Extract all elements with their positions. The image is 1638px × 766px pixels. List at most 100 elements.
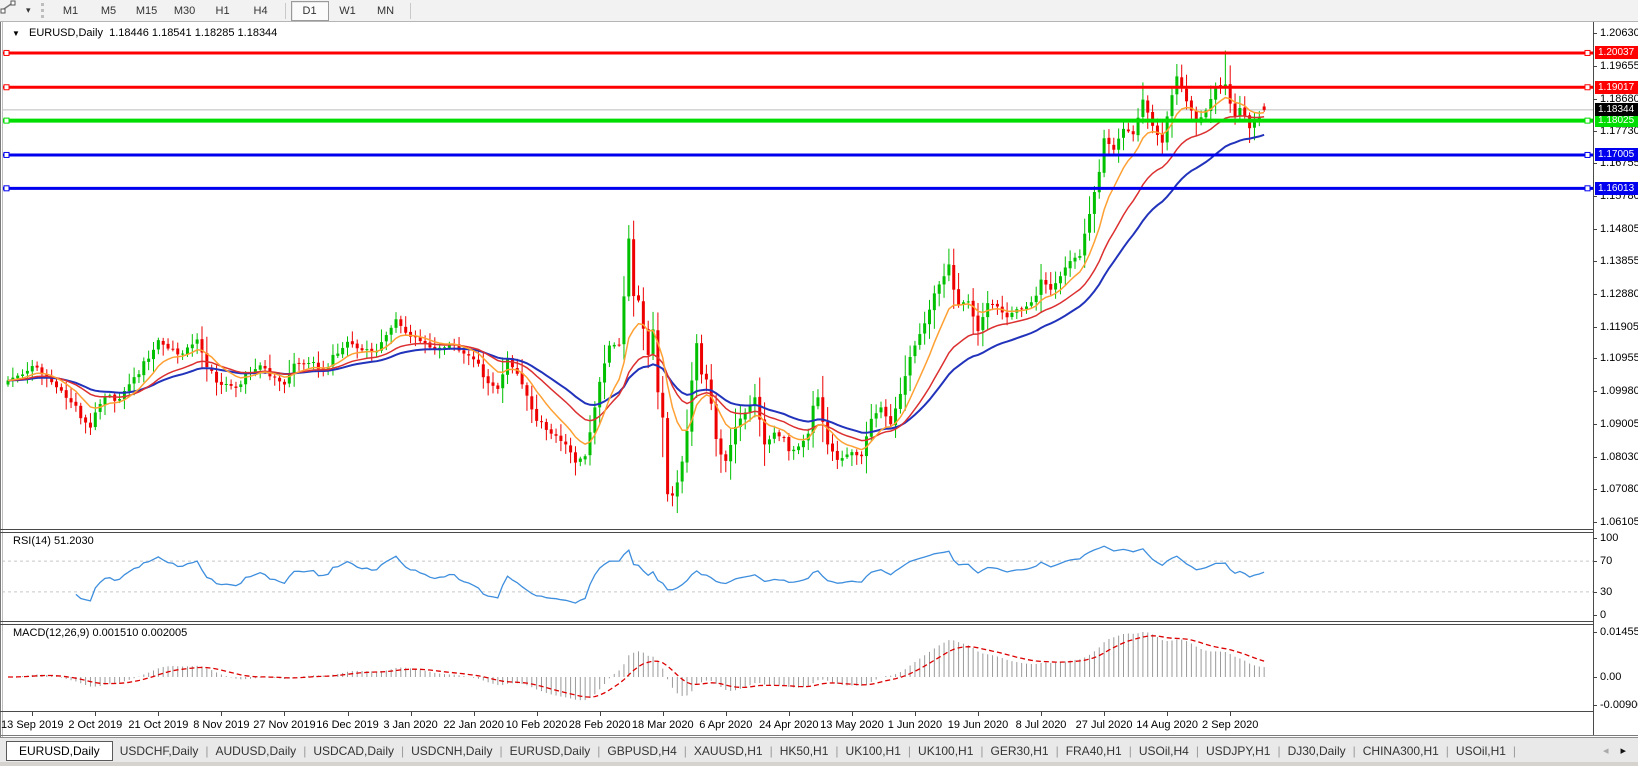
date-axis-label: 13 May 2020 [820, 719, 884, 731]
chart-tab-xauusd-h1[interactable]: XAUUSD,H1 [693, 743, 763, 758]
chart-tab-hk50-h1[interactable]: HK50,H1 [779, 743, 829, 758]
tab-separator: | [1128, 743, 1132, 758]
price-axis-tick [1593, 130, 1597, 132]
chart-tab-audusd-daily[interactable]: AUDUSD,Daily [215, 743, 297, 758]
rsi-axis-label: 0 [1600, 609, 1607, 621]
date-axis-tick [95, 712, 97, 716]
price-axis-label: 1.06105 [1600, 515, 1638, 528]
date-axis-tick [1104, 712, 1106, 716]
macd-axis-label: -0.009005 [1600, 698, 1638, 711]
date-axis-tick [347, 712, 349, 716]
horizontal-lines[interactable] [2, 49, 1593, 192]
macd-axis-label: 0.014556 [1600, 626, 1638, 638]
date-axis-tick [1167, 712, 1169, 716]
chart-tab-eurusd-daily[interactable]: EURUSD,Daily [509, 743, 591, 758]
toolbar-grip[interactable] [40, 3, 44, 18]
rsi-axis-tick [1593, 561, 1597, 563]
date-axis-label: 24 Apr 2020 [759, 719, 819, 731]
timeframe-button-m5[interactable]: M5 [100, 4, 117, 17]
timeframe-button-d1[interactable]: D1 [290, 0, 329, 21]
timeframe-button-h4[interactable]: H4 [253, 4, 268, 17]
date-axis-label: 1 Jun 2020 [887, 719, 943, 731]
price-axis-tick [1593, 293, 1597, 295]
tab-separator: | [907, 743, 912, 758]
date-axis-tick [1041, 712, 1043, 716]
rsi-pane[interactable] [2, 545, 1593, 604]
price-axis-tick [1593, 424, 1597, 426]
timeframe-button-m1[interactable]: M1 [62, 4, 79, 17]
price-axis-tick [1593, 456, 1597, 458]
toolbar: ▾ M1 M5 M15 M30 H1 H4 D1 W1 MN [0, 0, 1638, 22]
chart-tab-china300-h1[interactable]: CHINA300,H1 [1362, 743, 1439, 758]
timeframe-button-mn[interactable]: MN [376, 4, 395, 17]
tab-separator: | [597, 743, 601, 758]
price-axis-label: 1.08030 [1600, 450, 1638, 463]
window-bottom-strip [0, 762, 1638, 766]
macd-axis-tick [1593, 632, 1597, 633]
chart-tab-usdcad-daily[interactable]: USDCAD,Daily [313, 743, 394, 758]
price-axis-label: 1.11905 [1600, 320, 1638, 333]
chart-tab-usdjpy-h1[interactable]: USDJPY,H1 [1205, 743, 1271, 758]
ma-mid-line [7, 115, 1265, 442]
date-axis-label: 8 Nov 2019 [193, 719, 250, 731]
chart-tab-ger30-h1[interactable]: GER30,H1 [990, 743, 1049, 758]
chart-tab-fra40-h1[interactable]: FRA40,H1 [1065, 743, 1122, 758]
price-axis-tick [1593, 488, 1597, 490]
tab-scroll-right-icon[interactable]: ▸ [1620, 745, 1626, 757]
tab-separator: | [303, 743, 307, 758]
collapse-triangle-icon[interactable]: ▼ [12, 29, 20, 38]
tab-separator: | [980, 743, 984, 758]
macd-indicator-label: MACD(12,26,9) 0.001510 0.002005 [13, 627, 188, 639]
ma-slow-line [7, 133, 1265, 434]
price-axis-label: 1.12880 [1600, 287, 1638, 300]
tab-separator: | [1445, 743, 1449, 758]
macd-axis-tick [1593, 704, 1597, 706]
date-axis-tick [410, 712, 412, 716]
chevron-down-icon[interactable]: ▾ [26, 5, 31, 15]
chart-tab-uk100-h1[interactable]: UK100,H1 [845, 743, 901, 758]
tab-separator: | [401, 743, 405, 758]
timeframe-button-m30[interactable]: M30 [173, 4, 196, 17]
date-axis-label: 3 Jan 2020 [383, 719, 438, 731]
timeframe-button-m15[interactable]: M15 [135, 4, 158, 17]
rsi-indicator-label: RSI(14) 51.2030 [13, 535, 94, 547]
chart-tab-gbpusd-h4[interactable]: GBPUSD,H4 [607, 743, 677, 758]
chart-tab-dj30-daily[interactable]: DJ30,Daily [1287, 743, 1346, 758]
date-axis-label: 2 Oct 2019 [68, 719, 123, 731]
price-tag-117005: 1.17005 [1595, 148, 1638, 162]
price-axis-tick [1593, 228, 1597, 230]
tab-separator: | [1195, 743, 1199, 758]
timeframe-button-w1[interactable]: W1 [339, 4, 356, 17]
macd-pane[interactable] [8, 632, 1265, 701]
timeframe-button-h1[interactable]: H1 [215, 4, 230, 17]
price-pane[interactable] [2, 50, 1593, 514]
chart-tab-eurusd-daily[interactable]: EURUSD,Daily [6, 740, 113, 761]
chart-ohlc-readout: 1.18446 1.18541 1.18285 1.18344 [109, 27, 278, 39]
chart-tab-usdcnh-daily[interactable]: USDCNH,Daily [411, 743, 493, 758]
price-axis-tick [1593, 196, 1597, 198]
date-axis-tick [851, 712, 853, 716]
price-axis-label: 1.18680 [1600, 92, 1638, 105]
date-axis-label: 22 Jan 2020 [443, 719, 504, 731]
price-axis-label: 1.13855 [1600, 254, 1638, 267]
chart-tab-usdchf-daily[interactable]: USDCHF,Daily [119, 743, 199, 758]
line-studies-icon[interactable] [0, 0, 24, 19]
chart-tab-uk100-h1[interactable]: UK100,H1 [918, 743, 974, 758]
tab-scroll-left-icon[interactable]: ◂ [1602, 745, 1609, 757]
price-axis-tick [1593, 358, 1597, 360]
chart-tab-usoil-h1[interactable]: USOil,H1 [1455, 743, 1506, 758]
date-axis-label: 28 Feb 2020 [568, 719, 631, 731]
chart-symbol-period: EURUSD,Daily [28, 27, 103, 39]
rsi-axis-tick [1593, 591, 1597, 593]
toolbar-separator [284, 2, 286, 19]
date-axis-tick [1230, 712, 1232, 716]
date-axis-tick [788, 712, 790, 716]
price-tag-118025: 1.18025 [1595, 114, 1638, 128]
date-axis-tick [978, 712, 979, 716]
rsi-axis-label: 30 [1600, 585, 1613, 598]
date-axis-label: 19 Jun 2020 [947, 719, 1009, 731]
chart-tab-usoil-h4[interactable]: USOil,H4 [1138, 743, 1189, 758]
price-axis-tick [1593, 326, 1597, 328]
